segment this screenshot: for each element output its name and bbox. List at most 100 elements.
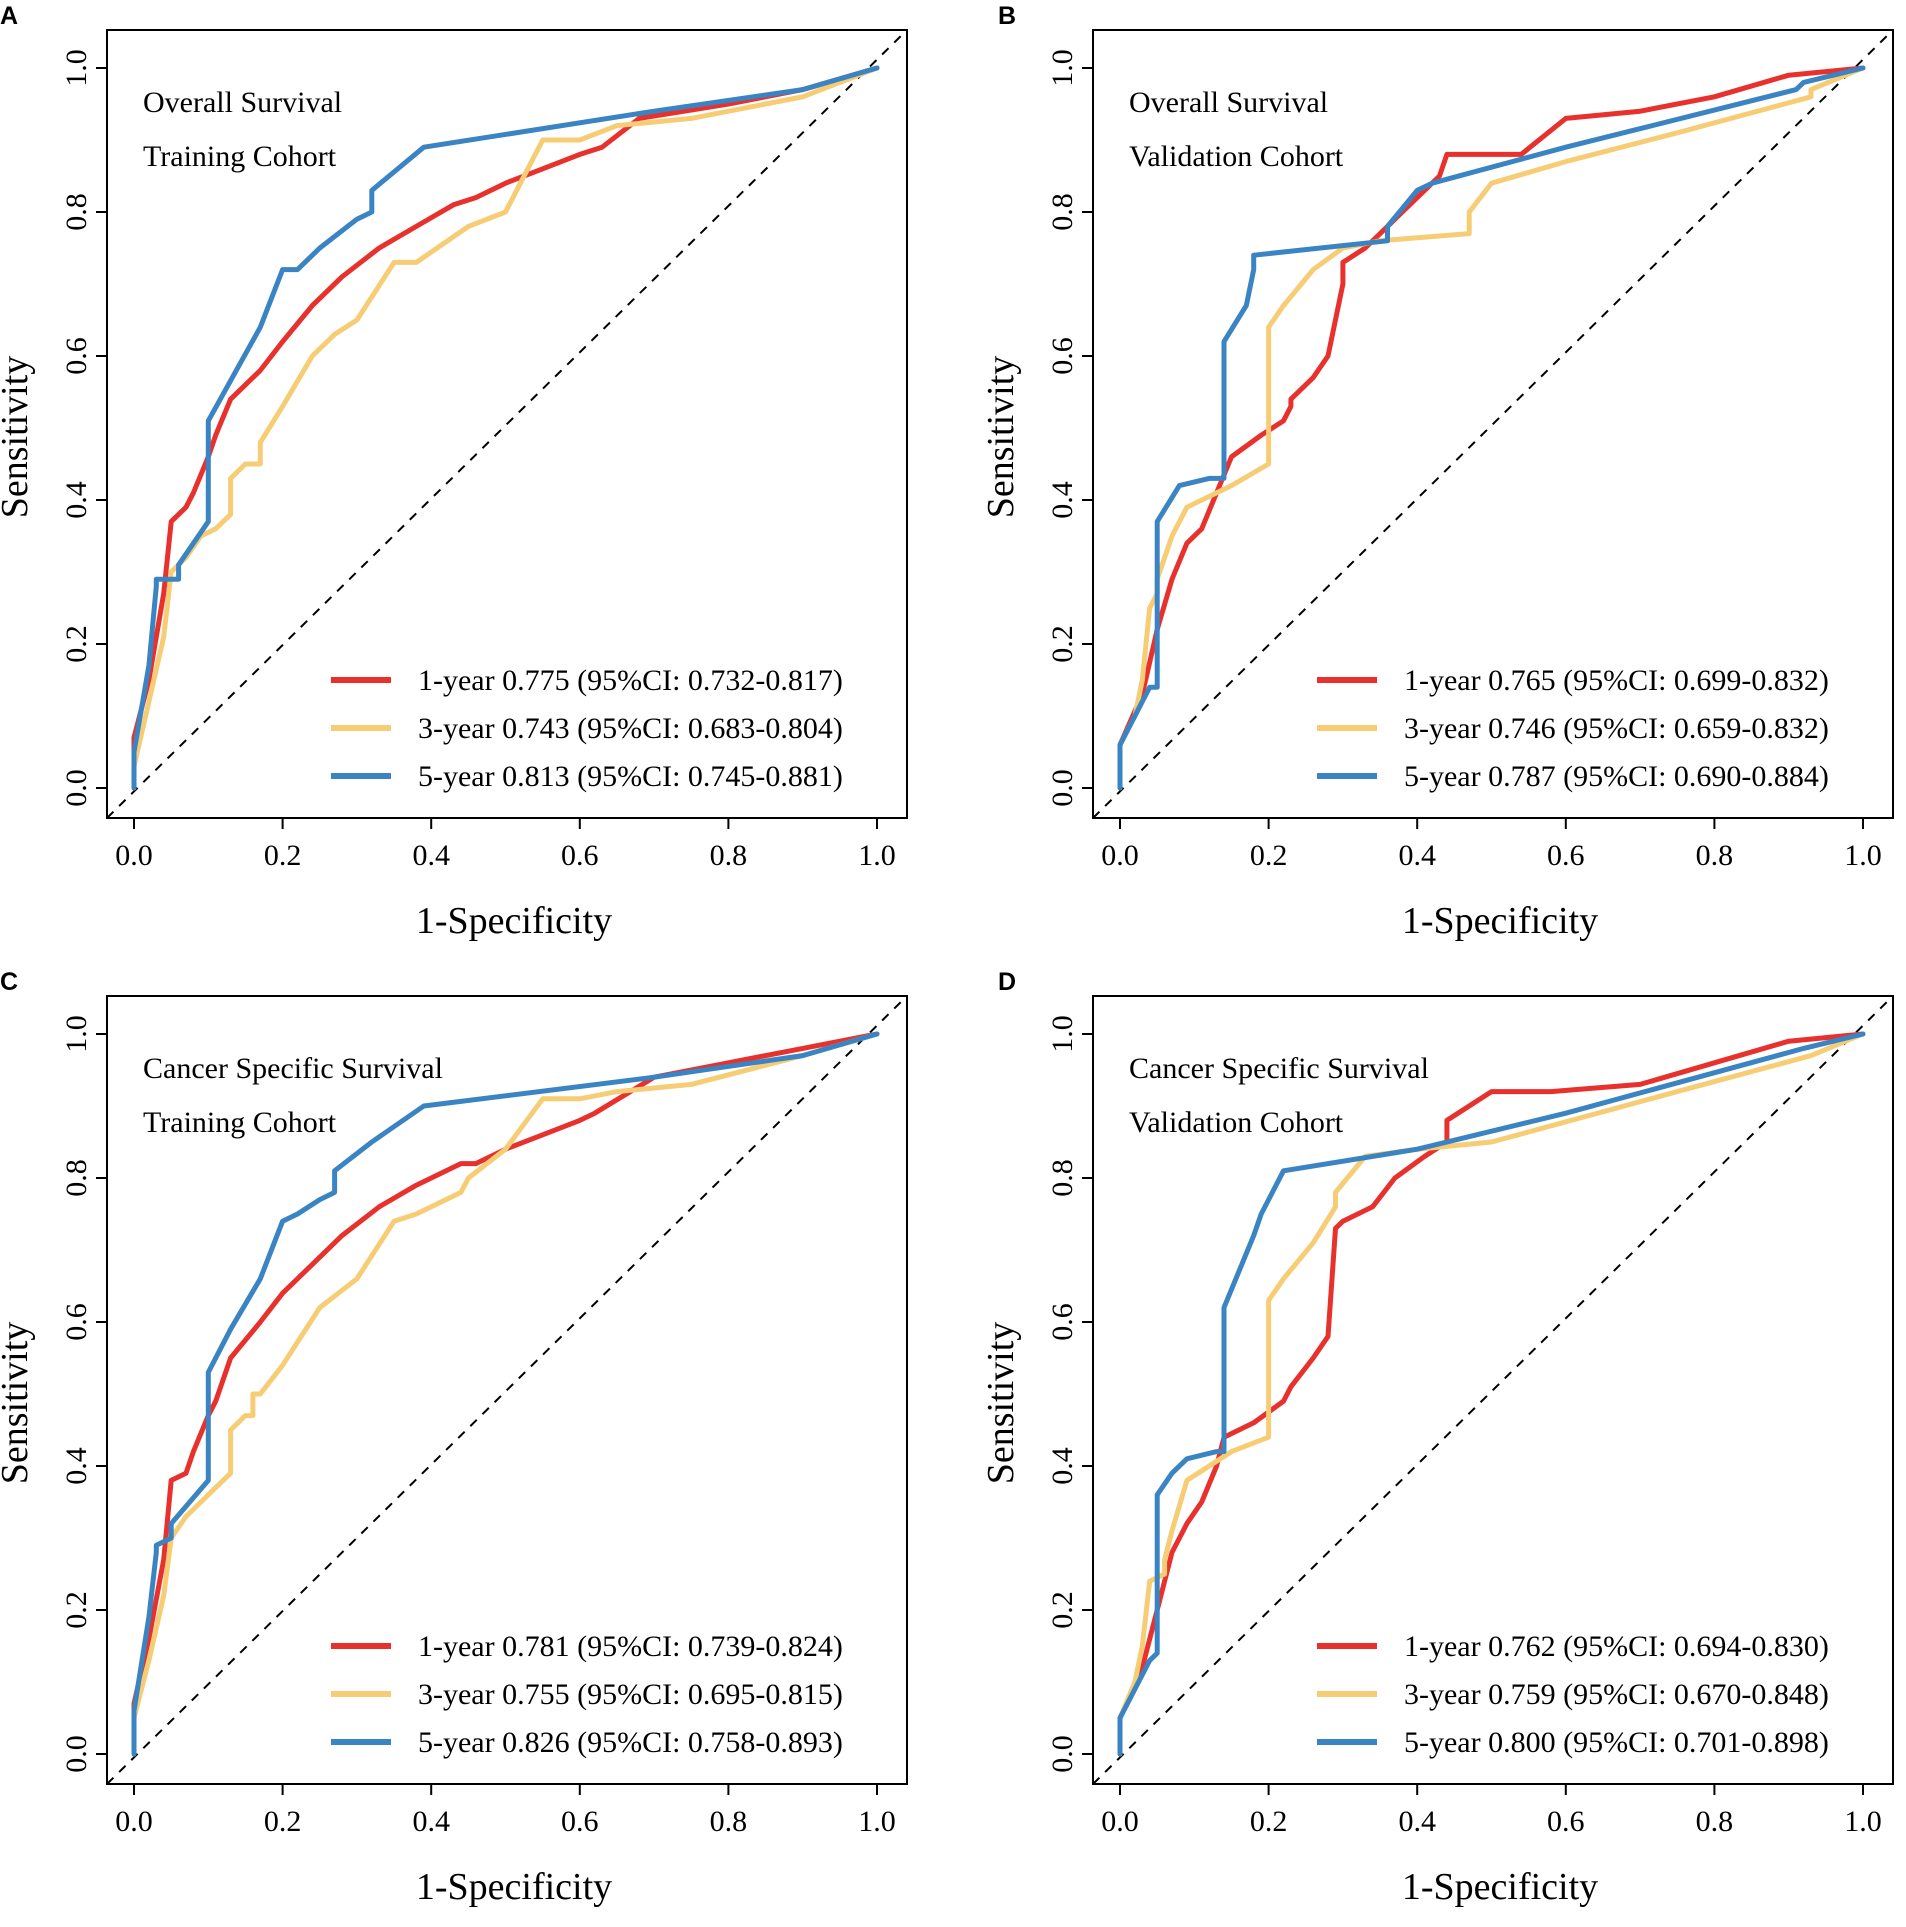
y-tick-label: 0.4 xyxy=(1046,1447,1079,1485)
x-tick-label: 0.4 xyxy=(1398,1805,1436,1838)
y-tick-label: 0.4 xyxy=(60,1447,93,1485)
y-axis-title: Sensitivity xyxy=(980,356,1022,519)
legend-entry-3-year: 3-year 0.746 (95%CI: 0.659-0.832) xyxy=(1404,712,1829,745)
x-tick-label: 0.4 xyxy=(412,839,450,872)
plot-annotation-line: Training Cohort xyxy=(143,140,337,173)
x-axis-title: 1-Specificity xyxy=(416,900,612,942)
y-tick-label: 0.4 xyxy=(60,481,93,519)
roc-panel-c: C 0.0 0.2 0.4 0.6 0.8 1.0 0.0 0.2 0.4 0.6 0.8 1.0 1-S… xyxy=(0,968,908,1908)
legend-entry-5-year: 5-year 0.787 (95%CI: 0.690-0.884) xyxy=(1404,760,1829,793)
x-tick-label: 0.2 xyxy=(1250,1805,1288,1838)
roc-curve-1-year xyxy=(131,1031,880,1757)
roc-curve-5-year xyxy=(131,1031,880,1757)
y-tick-label: 1.0 xyxy=(60,1015,93,1053)
y-tick-label: 0.8 xyxy=(60,1159,93,1197)
plot-annotation-line: Validation Cohort xyxy=(1129,140,1344,173)
x-tick-label: 0.0 xyxy=(115,1805,153,1838)
roc-curve-5-year xyxy=(1117,1031,1866,1757)
x-tick-label: 0.8 xyxy=(1696,1805,1734,1838)
roc-curve-3-year xyxy=(131,1031,880,1757)
x-tick-label: 1.0 xyxy=(1844,1805,1882,1838)
legend-entry-1-year: 1-year 0.775 (95%CI: 0.732-0.817) xyxy=(418,664,843,697)
y-tick-label: 0.0 xyxy=(1046,769,1079,807)
legend-entry-1-year: 1-year 0.762 (95%CI: 0.694-0.830) xyxy=(1404,1630,1829,1663)
x-tick-label: 1.0 xyxy=(858,1805,896,1838)
plot-frame xyxy=(106,29,908,819)
y-tick-label: 0.8 xyxy=(1046,1159,1079,1197)
x-axis-title: 1-Specificity xyxy=(1402,1866,1598,1908)
x-tick-label: 0.6 xyxy=(1547,1805,1585,1838)
y-tick-label: 0.0 xyxy=(60,769,93,807)
y-tick-label: 1.0 xyxy=(60,49,93,87)
y-axis-title: Sensitivity xyxy=(0,356,36,519)
plot-annotation-line: Overall Survival xyxy=(143,86,342,119)
x-tick-label: 0.0 xyxy=(1101,1805,1139,1838)
roc-panel-d: D 0.0 0.2 0.4 0.6 0.8 1.0 0.0 0.2 0.4 0.6 0.8 1.0 1-S… xyxy=(980,968,1894,1908)
x-tick-label: 0.6 xyxy=(1547,839,1585,872)
x-tick-label: 0.8 xyxy=(1696,839,1734,872)
y-tick-label: 1.0 xyxy=(1046,1015,1079,1053)
y-tick-label: 0.6 xyxy=(1046,337,1079,375)
y-tick-label: 0.0 xyxy=(60,1735,93,1773)
legend-entry-1-year: 1-year 0.781 (95%CI: 0.739-0.824) xyxy=(418,1630,843,1663)
plot-annotation-line: Training Cohort xyxy=(143,1106,337,1139)
legend-entry-1-year: 1-year 0.765 (95%CI: 0.699-0.832) xyxy=(1404,664,1829,697)
x-tick-label: 0.8 xyxy=(710,839,748,872)
reference-diagonal-line xyxy=(106,995,908,1785)
panel-letter: A xyxy=(0,2,18,30)
panel-letter: B xyxy=(998,2,1016,30)
legend-entry-5-year: 5-year 0.800 (95%CI: 0.701-0.898) xyxy=(1404,1726,1829,1759)
y-tick-label: 0.6 xyxy=(60,1303,93,1341)
y-tick-label: 0.4 xyxy=(1046,481,1079,519)
x-tick-label: 0.4 xyxy=(412,1805,450,1838)
y-tick-label: 0.2 xyxy=(60,1591,93,1629)
roc-panel-b: B 0.0 0.2 0.4 0.6 0.8 1.0 0.0 0.2 0.4 0.6 0.8 1.0 1-S… xyxy=(980,2,1894,942)
x-axis-title: 1-Specificity xyxy=(1402,900,1598,942)
y-tick-label: 0.6 xyxy=(1046,1303,1079,1341)
x-tick-label: 1.0 xyxy=(858,839,896,872)
plot-annotation-line: Cancer Specific Survival xyxy=(143,1052,443,1085)
plot-annotation-line: Overall Survival xyxy=(1129,86,1328,119)
roc-curve-1-year xyxy=(131,65,880,791)
y-tick-label: 0.0 xyxy=(1046,1735,1079,1773)
legend-entry-3-year: 3-year 0.755 (95%CI: 0.695-0.815) xyxy=(418,1678,843,1711)
plot-frame xyxy=(1092,29,1894,819)
x-tick-label: 0.6 xyxy=(561,1805,599,1838)
plot-annotation-line: Validation Cohort xyxy=(1129,1106,1344,1139)
plot-annotation-line: Cancer Specific Survival xyxy=(1129,1052,1429,1085)
x-tick-label: 0.2 xyxy=(1250,839,1288,872)
y-tick-label: 1.0 xyxy=(1046,49,1079,87)
legend-entry-3-year: 3-year 0.759 (95%CI: 0.670-0.848) xyxy=(1404,1678,1829,1711)
plot-frame xyxy=(106,995,908,1785)
reference-diagonal-line xyxy=(1092,995,1894,1785)
y-tick-label: 0.8 xyxy=(60,193,93,231)
panel-letter: C xyxy=(0,968,18,996)
roc-curve-1-year xyxy=(1117,65,1866,791)
reference-diagonal-line xyxy=(106,29,908,819)
x-tick-label: 0.8 xyxy=(710,1805,748,1838)
roc-curve-3-year xyxy=(1117,65,1866,791)
x-axis-title: 1-Specificity xyxy=(416,1866,612,1908)
x-tick-label: 0.0 xyxy=(115,839,153,872)
x-tick-label: 1.0 xyxy=(1844,839,1882,872)
y-tick-label: 0.2 xyxy=(1046,625,1079,663)
panel-letter: D xyxy=(998,968,1016,996)
y-tick-label: 0.6 xyxy=(60,337,93,375)
y-tick-label: 0.2 xyxy=(1046,1591,1079,1629)
y-tick-label: 0.2 xyxy=(60,625,93,663)
y-axis-title: Sensitivity xyxy=(980,1322,1022,1485)
x-tick-label: 0.4 xyxy=(1398,839,1436,872)
y-tick-label: 0.8 xyxy=(1046,193,1079,231)
x-tick-label: 0.2 xyxy=(264,839,302,872)
reference-diagonal-line xyxy=(1092,29,1894,819)
x-tick-label: 0.6 xyxy=(561,839,599,872)
y-axis-title: Sensitivity xyxy=(0,1322,36,1485)
roc-curve-3-year xyxy=(1117,1031,1866,1757)
roc-curve-5-year xyxy=(1117,65,1866,791)
legend-entry-5-year: 5-year 0.826 (95%CI: 0.758-0.893) xyxy=(418,1726,843,1759)
legend-entry-5-year: 5-year 0.813 (95%CI: 0.745-0.881) xyxy=(418,760,843,793)
x-tick-label: 0.0 xyxy=(1101,839,1139,872)
x-tick-label: 0.2 xyxy=(264,1805,302,1838)
roc-curve-1-year xyxy=(1117,1031,1866,1757)
